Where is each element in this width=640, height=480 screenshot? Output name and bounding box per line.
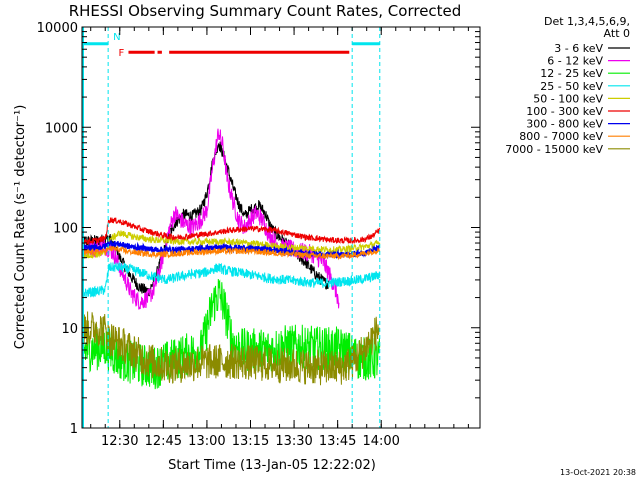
y-axis-ticks: 1 10 100 1000 10000: [37, 21, 480, 437]
legend-header-line2: Att 0: [604, 27, 630, 40]
y-tick-label: 100: [53, 222, 78, 237]
legend-header-line1: Det 1,3,4,5,6,9,: [544, 15, 630, 28]
legend-label-6-12-kevkev: 6 - 12 keV: [547, 55, 603, 68]
y-tick-label: 1000: [45, 121, 78, 136]
x-tick-label: 14:00: [362, 434, 399, 449]
y-tick-label: 10000: [37, 21, 78, 36]
legend-label-100-300-kevkev: 100 - 300 keV: [526, 105, 603, 118]
series-line-800-7000-kevkev: [82, 245, 381, 261]
flare-flag-label: F: [118, 48, 124, 59]
generation-timestamp: 13-Oct-2021 20:38: [560, 468, 636, 477]
y-axis-label: Corrected Count Rate (s⁻¹ detector⁻¹): [13, 105, 28, 350]
y-tick-label: 10: [61, 322, 78, 337]
legend-label-7000-15000-kevkev: 7000 - 15000 keV: [505, 143, 603, 156]
x-tick-label: 13:30: [275, 434, 312, 449]
series-line-7000-15000-kevkev: [82, 311, 381, 386]
y-tick-label: 1: [70, 422, 78, 437]
x-tick-label: 13:00: [188, 434, 225, 449]
chart-title: RHESSI Observing Summary Count Rates, Co…: [69, 2, 462, 20]
x-axis-ticks: 12:30 12:45 13:00 13:15 13:30 13:45 14:00: [90, 27, 469, 449]
legend-label-800-7000-kevkev: 800 - 7000 keV: [519, 130, 603, 143]
night-flag-label: N: [113, 32, 120, 43]
x-axis-label: Start Time (13-Jan-05 12:22:02): [168, 458, 376, 473]
series-layer: [82, 128, 381, 390]
x-tick-label: 12:45: [145, 434, 182, 449]
legend-label-12-25-kevkev: 12 - 25 keV: [540, 67, 603, 80]
legend-label-3-6-kevkev: 3 - 6 keV: [554, 42, 603, 55]
legend-label-50-100-kevkev: 50 - 100 keV: [533, 92, 603, 105]
series-line-100-300-kevkev: [82, 217, 381, 246]
x-tick-label: 12:30: [101, 434, 138, 449]
legend-label-25-50-kevkev: 25 - 50 keV: [540, 80, 603, 93]
flags-layer: FN: [82, 27, 381, 428]
series-line-25-50-kevkev: [82, 261, 381, 298]
legend-label-300-800-kevkev: 300 - 800 keV: [526, 118, 603, 131]
x-tick-label: 13:45: [319, 434, 356, 449]
x-tick-label: 13:15: [232, 434, 269, 449]
